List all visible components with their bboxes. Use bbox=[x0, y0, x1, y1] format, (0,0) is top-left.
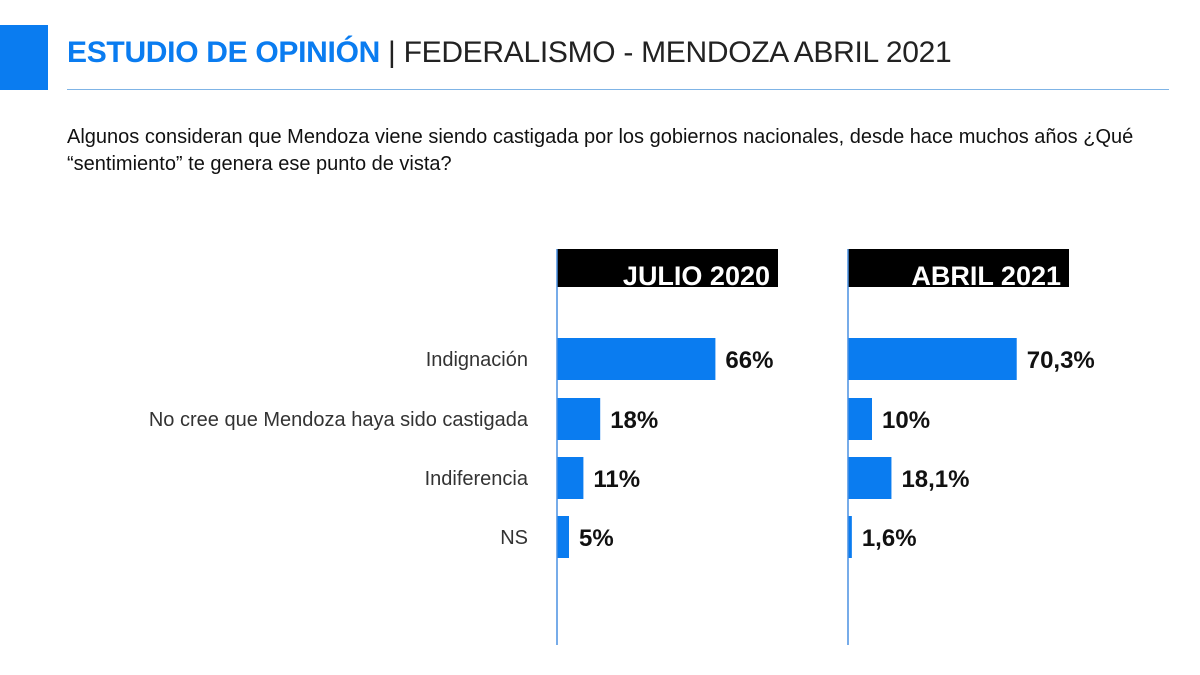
title-bold: ESTUDIO DE OPINIÓN bbox=[67, 36, 380, 69]
data-label: 1,6% bbox=[862, 525, 917, 552]
category-label: Indiferencia bbox=[425, 468, 529, 490]
bar bbox=[848, 516, 852, 558]
bar bbox=[557, 338, 716, 380]
data-label: 66% bbox=[725, 347, 773, 374]
bar bbox=[557, 398, 601, 440]
data-label: 11% bbox=[593, 466, 640, 493]
series-header bbox=[848, 249, 1069, 287]
bar bbox=[557, 457, 584, 499]
bar bbox=[848, 398, 872, 440]
category-label: Indignación bbox=[426, 349, 528, 371]
category-label: No cree que Mendoza haya sido castigada bbox=[149, 409, 529, 431]
data-label: 18,1% bbox=[901, 466, 969, 493]
question-text: Algunos consideran que Mendoza viene sie… bbox=[67, 126, 1134, 175]
series-header-label: ABRIL 2021 bbox=[911, 261, 1061, 291]
page-title: ESTUDIO DE OPINIÓN | FEDERALISMO - MENDO… bbox=[67, 36, 952, 70]
title-separator: | bbox=[388, 36, 396, 69]
data-label: 18% bbox=[610, 407, 658, 434]
data-label: 70,3% bbox=[1027, 347, 1095, 374]
bar bbox=[557, 516, 569, 558]
title-rest: FEDERALISMO - MENDOZA ABRIL 2021 bbox=[403, 36, 952, 69]
category-label: NS bbox=[500, 527, 528, 549]
bar bbox=[848, 338, 1017, 380]
series-header bbox=[557, 249, 778, 287]
title-underline bbox=[67, 89, 1169, 90]
bar bbox=[848, 457, 892, 499]
header-accent-block bbox=[0, 25, 48, 90]
series-header-label: JULIO 2020 bbox=[623, 261, 770, 291]
data-label: 10% bbox=[882, 407, 930, 434]
data-label: 5% bbox=[579, 525, 614, 552]
